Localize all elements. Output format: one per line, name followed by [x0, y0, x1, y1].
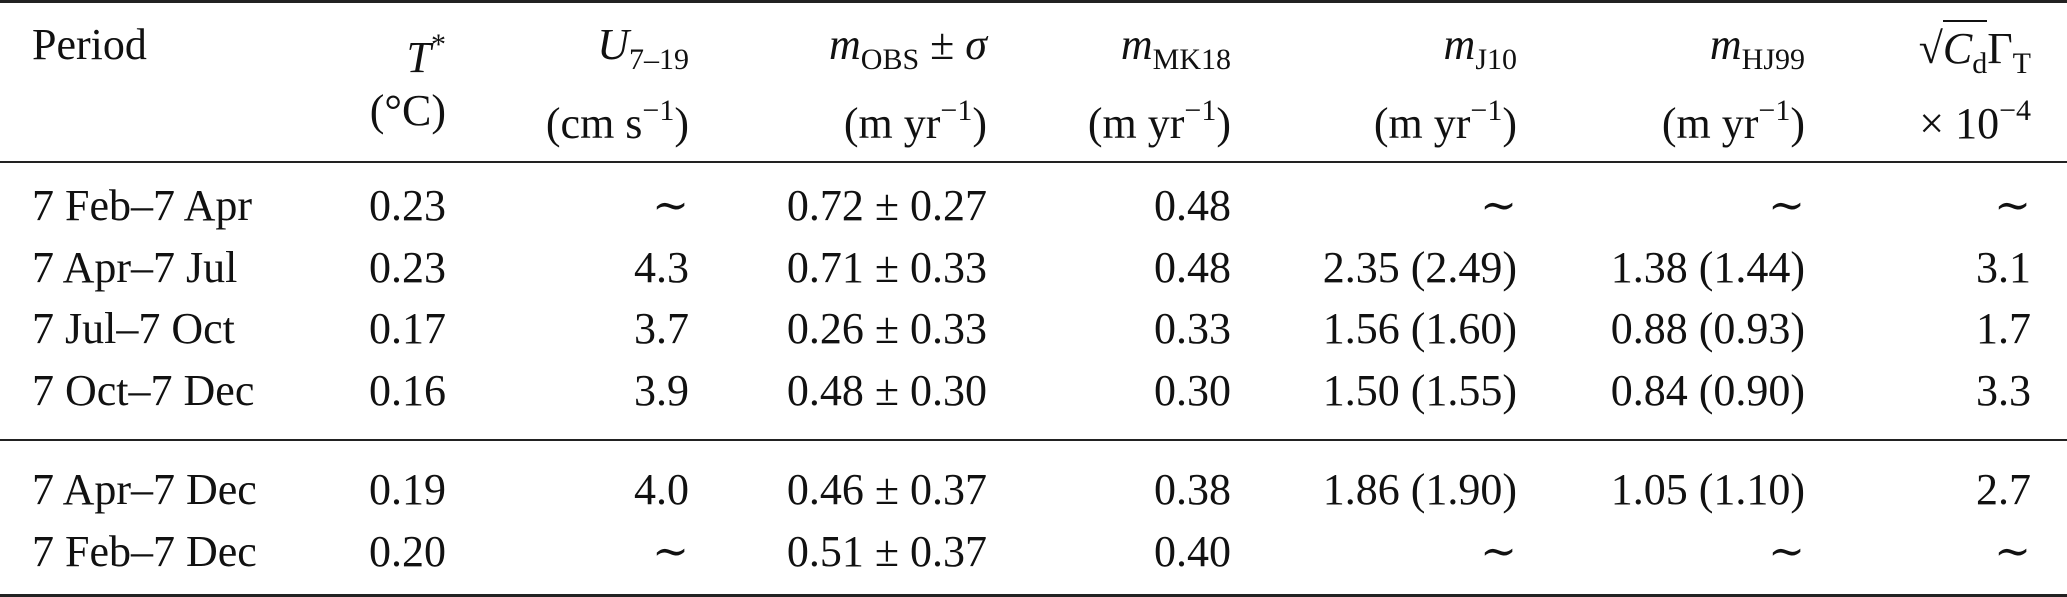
cell-mj: ∼ [1480, 527, 1517, 576]
cell-u: 3.7 [634, 304, 689, 353]
header-rule [0, 161, 2067, 163]
header-m-obs-unit: (m yr−1) [843, 94, 987, 148]
header-cd-scale: × 10−4 [1919, 94, 2031, 148]
cell-mobs: 0.72 ± 0.27 [786, 181, 987, 230]
cell-t: 0.23 [369, 181, 446, 230]
cell-cd: 3.3 [1976, 366, 2031, 415]
cell-mhj: 0.88 (0.93) [1610, 304, 1805, 353]
cell-mmk: 0.30 [1154, 366, 1231, 415]
header-t-unit: (°C) [369, 86, 446, 135]
bottom-rule [0, 594, 2067, 597]
cell-period: 7 Jul–7 Oct [32, 304, 235, 353]
cell-u: ∼ [652, 527, 689, 576]
cell-cd: 2.7 [1976, 465, 2031, 514]
cell-period: 7 Apr–7 Dec [32, 465, 257, 514]
cell-mobs: 0.26 ± 0.33 [786, 304, 987, 353]
top-rule [0, 0, 2067, 3]
header-cd-gamma: √CdΓT [1919, 20, 2031, 89]
cell-cd: ∼ [1994, 181, 2031, 230]
header-m-hj99: mHJ99 [1709, 20, 1805, 76]
header-m-hj99-unit: (m yr−1) [1661, 94, 1805, 148]
cell-t: 0.20 [369, 527, 446, 576]
header-u-unit: (cm s−1) [545, 94, 689, 148]
cell-mj: ∼ [1480, 181, 1517, 230]
cell-mmk: 0.33 [1154, 304, 1231, 353]
cell-period: 7 Apr–7 Jul [32, 243, 238, 292]
header-period: Period [32, 20, 147, 69]
cell-mmk: 0.48 [1154, 181, 1231, 230]
cell-u: 4.0 [634, 465, 689, 514]
cell-t: 0.16 [369, 366, 446, 415]
cell-period: 7 Feb–7 Dec [32, 527, 257, 576]
cell-mhj: ∼ [1768, 181, 1805, 230]
header-m-j10-unit: (m yr−1) [1373, 94, 1517, 148]
header-u: U7–19 [597, 20, 689, 76]
cell-t: 0.23 [369, 243, 446, 292]
header-m-mk18: mMK18 [1120, 20, 1231, 76]
cell-mobs: 0.48 ± 0.30 [786, 366, 987, 415]
cell-mj: 1.50 (1.55) [1322, 366, 1517, 415]
cell-mobs: 0.51 ± 0.37 [786, 527, 987, 576]
cell-mhj: 0.84 (0.90) [1610, 366, 1805, 415]
summary-rule [0, 439, 2067, 441]
cell-mhj: 1.38 (1.44) [1610, 243, 1805, 292]
header-m-j10: mJ10 [1443, 20, 1517, 76]
cell-mmk: 0.40 [1154, 527, 1231, 576]
cell-mj: 1.86 (1.90) [1322, 465, 1517, 514]
header-m-mk18-unit: (m yr−1) [1087, 94, 1231, 148]
cell-cd: 3.1 [1976, 243, 2031, 292]
cell-u: 4.3 [634, 243, 689, 292]
cell-period: 7 Oct–7 Dec [32, 366, 255, 415]
cell-mj: 2.35 (2.49) [1322, 243, 1517, 292]
cell-mhj: ∼ [1768, 527, 1805, 576]
cell-t: 0.17 [369, 304, 446, 353]
cell-mmk: 0.48 [1154, 243, 1231, 292]
cell-cd: 1.7 [1976, 304, 2031, 353]
cell-mobs: 0.71 ± 0.33 [786, 243, 987, 292]
cell-mj: 1.56 (1.60) [1322, 304, 1517, 353]
cell-period: 7 Feb–7 Apr [32, 181, 252, 230]
cell-mobs: 0.46 ± 0.37 [786, 465, 987, 514]
cell-u: ∼ [652, 181, 689, 230]
cell-cd: ∼ [1994, 527, 2031, 576]
cell-u: 3.9 [634, 366, 689, 415]
cell-mmk: 0.38 [1154, 465, 1231, 514]
cell-mhj: 1.05 (1.10) [1610, 465, 1805, 514]
header-m-obs: mOBS ± σ [829, 20, 987, 76]
cell-t: 0.19 [369, 465, 446, 514]
header-t-star: T* [406, 28, 446, 82]
